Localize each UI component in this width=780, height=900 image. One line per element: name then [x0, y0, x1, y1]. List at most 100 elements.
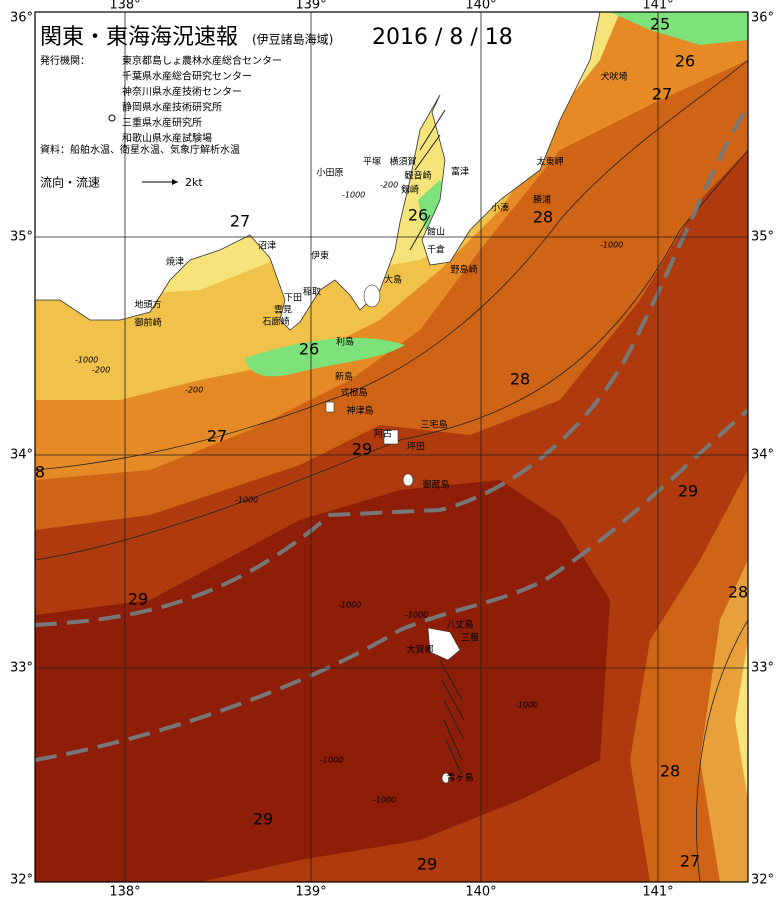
place-name: 御蔵島 — [422, 479, 449, 491]
contour — [35, 59, 748, 471]
place-name: 太東岬 — [536, 156, 563, 168]
depth-label: -1000 — [342, 191, 365, 200]
isotherm-label: 29 — [417, 855, 437, 874]
longitude-label: 138° — [109, 885, 140, 900]
organization: 和歌山県水産試験場 — [122, 132, 212, 145]
organization: 東京都島しょ農林水産総合センター — [122, 54, 282, 67]
isotherm-label: 8 — [35, 463, 45, 482]
subtitle: (伊豆諸島海域) — [252, 32, 333, 47]
place-name: 沼津 — [258, 241, 276, 252]
isotherm-label: 29 — [253, 810, 273, 829]
grid — [35, 12, 748, 882]
place-name: 小湊 — [491, 202, 509, 214]
place-name: 坪田 — [407, 442, 425, 453]
place-name: 三宅島 — [420, 419, 447, 431]
place-name: 剱崎 — [401, 184, 419, 196]
place-name: 大島 — [384, 274, 402, 286]
sea-temperature — [35, 12, 748, 882]
island — [427, 627, 461, 661]
isotherm-label: 29 — [678, 482, 698, 501]
isotherm-label: 27 — [230, 212, 250, 231]
place-name: 大賀郷 — [406, 644, 433, 656]
current-vectors — [409, 109, 465, 776]
isotherm-label: 28 — [510, 370, 530, 389]
date: 2016 / 8 / 18 — [372, 25, 513, 50]
island — [363, 284, 381, 308]
place-name: 伊東 — [311, 250, 329, 262]
place-name: 石廊崎 — [262, 316, 289, 328]
depth-label: -1000 — [235, 496, 258, 505]
depth-label: -200 — [185, 386, 203, 395]
place-name: 館山 — [427, 226, 445, 238]
latitude-label: 34° — [751, 448, 774, 463]
place-name: 稲取 — [303, 286, 321, 298]
place-name: 横須賀 — [389, 156, 416, 168]
latitude-label: 35° — [10, 230, 33, 245]
current-legend-arrowhead — [172, 179, 178, 185]
latitude-label: 34° — [10, 448, 33, 463]
isotherm-label: 26 — [299, 340, 319, 359]
isotherm-label: 27 — [652, 85, 672, 104]
place-name: 青ヶ島 — [446, 772, 473, 784]
contour — [35, 149, 748, 561]
isotherm-label: 25 — [650, 15, 670, 34]
longitude-label: 140° — [465, 885, 496, 900]
islands — [325, 284, 461, 784]
current-legend-label: 流向・流速 — [40, 175, 100, 190]
organization: 三重県水産研究所 — [122, 116, 202, 129]
depth-label: -200 — [92, 366, 110, 375]
latitude-label: 32° — [10, 873, 33, 888]
isotherm-label: 27 — [680, 852, 700, 871]
isotherm-label: 27 — [207, 427, 227, 446]
latitude-label: 32° — [751, 873, 774, 888]
place-name: 八丈島 — [446, 619, 473, 631]
place-name: 犬吠埼 — [600, 71, 627, 83]
longitude-label: 140° — [465, 0, 496, 13]
depth-label: -1000 — [405, 611, 428, 620]
place-name: 観音崎 — [404, 170, 431, 182]
organization: 千葉県水産総合研究センター — [122, 70, 252, 83]
depth-label: -1000 — [320, 756, 343, 765]
isotherm-label: 28 — [533, 208, 553, 227]
place-name: 平塚 — [363, 157, 381, 168]
longitude-label: 141° — [642, 0, 673, 13]
sea-24 — [245, 337, 405, 377]
place-name: 野島崎 — [450, 264, 477, 276]
place-name: 小田原 — [316, 168, 343, 179]
isotherm-label: 26 — [408, 206, 428, 225]
latitude-label: 35° — [751, 230, 774, 245]
latitude-label: 36° — [10, 11, 33, 26]
depth-label: -1000 — [373, 796, 396, 805]
organization: 静岡県水産技術研究所 — [122, 101, 222, 114]
place-name: 下田 — [284, 293, 302, 304]
place-name: 勝浦 — [533, 194, 551, 206]
isotherm-label: 29 — [128, 590, 148, 609]
place-name: 阿古 — [374, 428, 392, 440]
contour — [696, 619, 748, 882]
current-legend-scale: 2kt — [185, 176, 203, 189]
map-frame — [34, 11, 749, 883]
island — [325, 401, 335, 413]
latitude-label: 36° — [751, 11, 774, 26]
longitude-label: 139° — [295, 0, 326, 13]
source: 資料：船舶水温、衛星水温、気象庁解析水温 — [40, 143, 240, 156]
kuroshio-axis — [35, 103, 748, 627]
depth-label: -200 — [380, 181, 398, 190]
place-name: 雲見 — [274, 305, 292, 316]
place-name: 式根島 — [340, 387, 367, 399]
depth-label: -1000 — [75, 356, 98, 365]
depth-label: -1000 — [338, 601, 361, 610]
kuroshio-axis — [35, 408, 748, 762]
warm-east — [735, 640, 748, 800]
graticule — [35, 12, 748, 882]
place-name: 新島 — [335, 371, 353, 383]
sea-24-ne — [610, 12, 748, 45]
longitude-label: 141° — [642, 885, 673, 900]
place-name: 神津島 — [346, 405, 373, 417]
place-name: 地頭方 — [134, 299, 161, 311]
place-name: 富津 — [451, 166, 469, 178]
sea-27-east — [700, 560, 748, 882]
marker — [108, 114, 116, 122]
isotherm-label: 29 — [352, 440, 372, 459]
